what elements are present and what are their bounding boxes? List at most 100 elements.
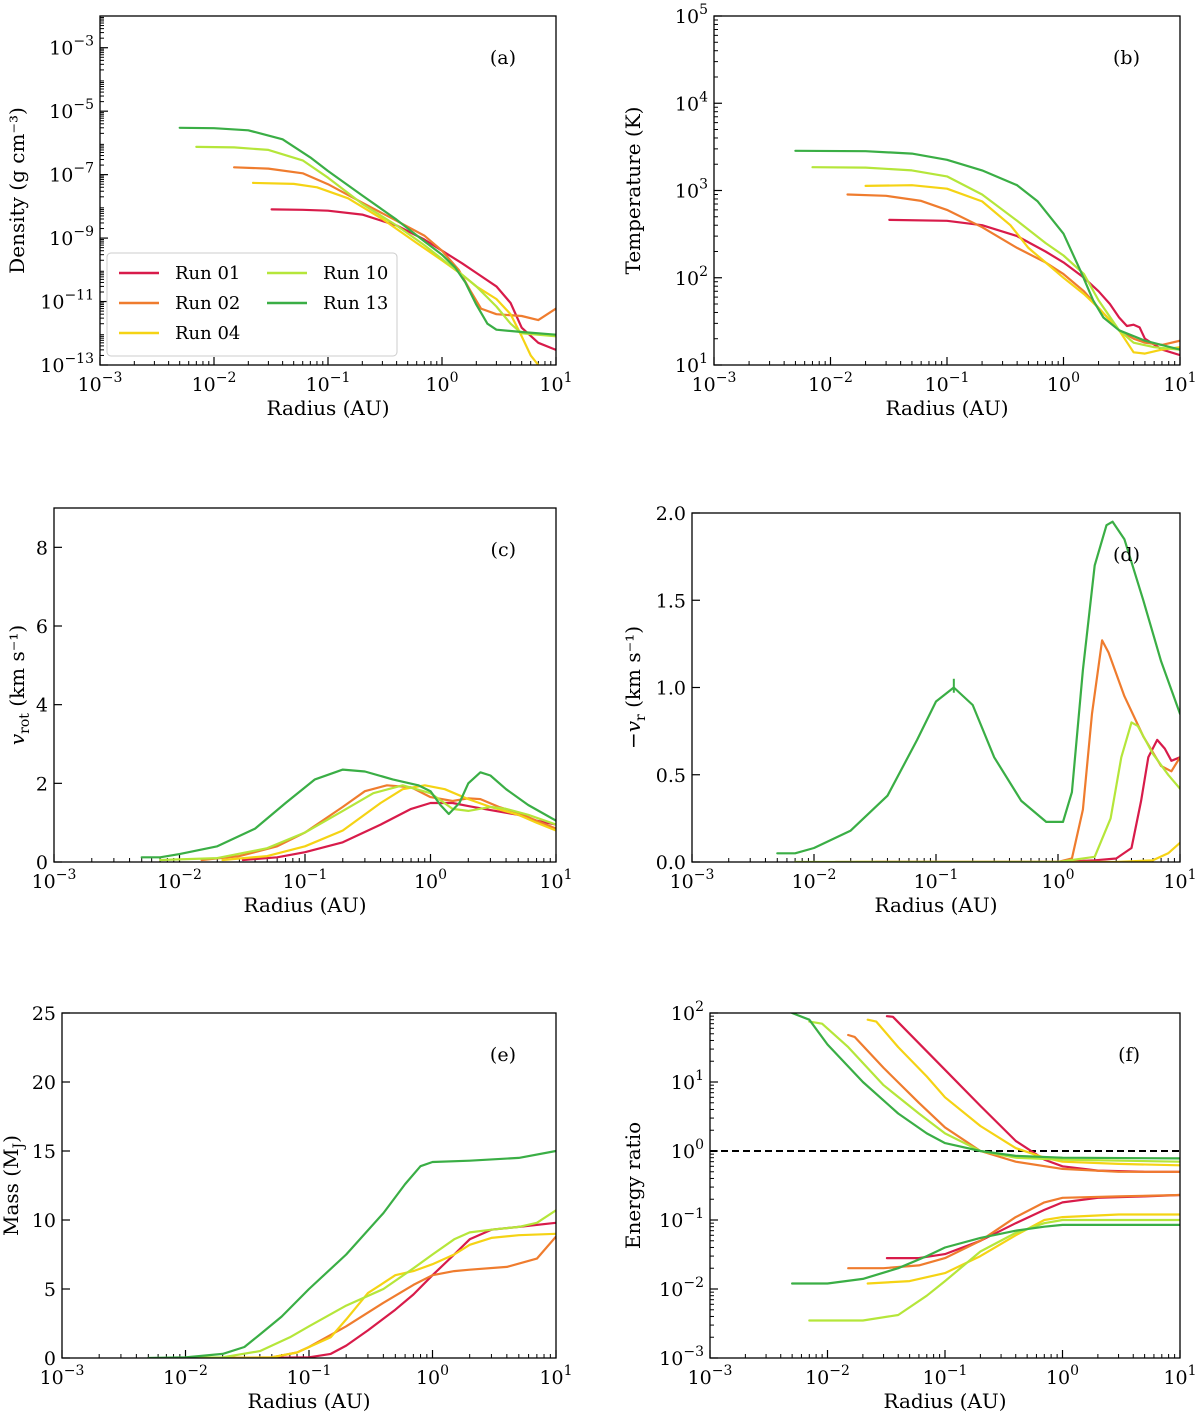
y-tick-label: 10−5 xyxy=(49,97,94,123)
x-tick-label: 100 xyxy=(1046,1363,1079,1389)
x-tick-label: 10−2 xyxy=(157,867,202,893)
series-line-run-02 xyxy=(846,193,1180,346)
series-line-run-04 xyxy=(864,184,1180,355)
x-tick-label: 10−3 xyxy=(40,1363,85,1389)
y-tick-label: 105 xyxy=(675,2,708,28)
y-tick-label: 8 xyxy=(36,537,48,559)
x-axis-label: Radius (AU) xyxy=(266,396,389,420)
panel-a: 10−3 10−2 10−1 100 101 10−13 10−11 10−9 10−7 10−5… xyxy=(5,15,573,420)
series-line-run-10 xyxy=(811,166,1180,351)
series-line-run-02 xyxy=(233,166,556,322)
plot-frame xyxy=(691,512,1181,863)
panel-b: 10−3 10−2 10−1 100 101 101 102 103 104 105 (b) Radi… xyxy=(621,2,1197,420)
x-axis-label: Radius (AU) xyxy=(243,893,366,917)
series-line-run-04 xyxy=(226,1232,556,1358)
x-tick-label: 10−2 xyxy=(805,1363,850,1389)
series-line-run-13 xyxy=(794,149,1180,351)
y-axis-label: Density (g cm⁻³) xyxy=(5,107,29,274)
x-tick-label: 100 xyxy=(416,1363,449,1389)
x-tick-label: 10−1 xyxy=(287,1363,332,1389)
x-axis-label: Radius (AU) xyxy=(247,1389,370,1413)
plot-frame xyxy=(53,507,557,863)
y-tick-label: 10 xyxy=(32,1210,56,1232)
y-tick-label: 10−1 xyxy=(659,1206,704,1232)
y-tick-label: 102 xyxy=(675,264,708,290)
panel-label: (b) xyxy=(1113,47,1140,69)
x-tick-label: 10−3 xyxy=(670,867,715,893)
x-tick-label: 10−1 xyxy=(925,370,970,396)
x-tick-label: 101 xyxy=(539,1363,572,1389)
y-tick-label: 100 xyxy=(671,1137,704,1163)
series-line-run-13 xyxy=(776,520,1180,855)
x-tick-label: 101 xyxy=(539,867,572,893)
panel-label: (e) xyxy=(490,1044,516,1066)
series-line-run-04 xyxy=(854,841,1180,862)
y-tick-label: 5 xyxy=(44,1279,56,1301)
y-tick-label: 25 xyxy=(32,1003,56,1025)
x-tick-label: 10−1 xyxy=(923,1363,968,1389)
x-tick-label: 10−1 xyxy=(306,370,351,396)
x-axis-label: Radius (AU) xyxy=(885,396,1008,420)
series-line-run-04 xyxy=(221,784,556,862)
series-line-run-10 xyxy=(159,784,556,862)
panel-label: (c) xyxy=(491,539,516,561)
legend: Run 01 Run 10 Run 02 Run 13 Run 04 xyxy=(106,252,398,357)
series-line-run-01 xyxy=(270,208,556,351)
y-axis-label: Mass (MJ) xyxy=(0,1135,27,1236)
x-axis-label: Radius (AU) xyxy=(883,1389,1006,1413)
y-tick-label: 10−13 xyxy=(40,351,94,377)
y-tick-label: 0.5 xyxy=(656,765,686,787)
x-tick-label: 10−3 xyxy=(688,1363,733,1389)
x-tick-label: 101 xyxy=(1163,867,1196,893)
series-line-run-13 xyxy=(140,768,556,859)
y-tick-label: 2.0 xyxy=(656,503,686,525)
y-axis-label: Temperature (K) xyxy=(621,107,645,275)
y-tick-label: 10−3 xyxy=(659,1344,704,1370)
y-tick-label: 10−7 xyxy=(49,161,94,187)
y-tick-label: 10−9 xyxy=(49,224,94,250)
plot-frame xyxy=(713,15,1181,366)
y-tick-label: 4 xyxy=(36,695,48,717)
y-tick-label: 101 xyxy=(675,351,708,377)
series-line-run-13-lower xyxy=(791,1223,1180,1285)
series-line-run-10 xyxy=(165,1209,556,1358)
series-line-run-10 xyxy=(195,145,556,338)
y-tick-label: 101 xyxy=(671,1068,704,1094)
series-line-run-02-upper xyxy=(847,1033,1180,1173)
x-tick-label: 10−2 xyxy=(808,370,853,396)
x-tick-label: 10−1 xyxy=(283,867,328,893)
y-tick-label: 10−3 xyxy=(49,34,94,60)
legend-label-run04: Run 04 xyxy=(175,323,240,344)
y-tick-label: 1.0 xyxy=(656,678,686,700)
x-tick-label: 100 xyxy=(1047,370,1080,396)
plot-frame xyxy=(61,1012,557,1359)
series-line-run-04-lower xyxy=(866,1213,1180,1285)
y-tick-label: 10−2 xyxy=(659,1275,704,1301)
y-tick-label: 0.0 xyxy=(656,852,686,874)
series-line-run-10-upper xyxy=(808,1020,1180,1163)
x-axis-label: Radius (AU) xyxy=(874,893,997,917)
series-line-run-10-lower xyxy=(808,1218,1180,1322)
y-tick-label: 2 xyxy=(36,773,48,795)
y-tick-label: 0 xyxy=(44,1348,56,1370)
legend-label-run10: Run 10 xyxy=(323,263,388,284)
panel-d: 10−3 10−2 10−1 100 101 0.0 0.5 1.0 1.5 2.0 (d) Radi… xyxy=(621,503,1197,917)
panel-label: (f) xyxy=(1118,1044,1140,1066)
series-line-run-13 xyxy=(147,1149,556,1358)
x-tick-label: 10−3 xyxy=(32,867,77,893)
x-tick-label: 10−3 xyxy=(692,370,737,396)
series-line-run-13-upper xyxy=(791,1013,1180,1160)
y-axis-label: vrot (km s⁻¹) xyxy=(5,625,33,745)
x-tick-label: 101 xyxy=(539,370,572,396)
legend-label-run13: Run 13 xyxy=(323,293,388,314)
y-tick-label: 10−11 xyxy=(40,288,94,314)
legend-label-run02: Run 02 xyxy=(175,293,240,314)
y-tick-label: 103 xyxy=(675,177,708,203)
y-tick-label: 104 xyxy=(675,89,708,115)
y-tick-label: 6 xyxy=(36,616,48,638)
panel-label: (d) xyxy=(1113,544,1140,566)
panel-f: 10−3 10−2 10−1 100 101 10−3 10−2 10−1 100 101 102 (… xyxy=(621,999,1197,1413)
y-tick-label: 20 xyxy=(32,1072,56,1094)
